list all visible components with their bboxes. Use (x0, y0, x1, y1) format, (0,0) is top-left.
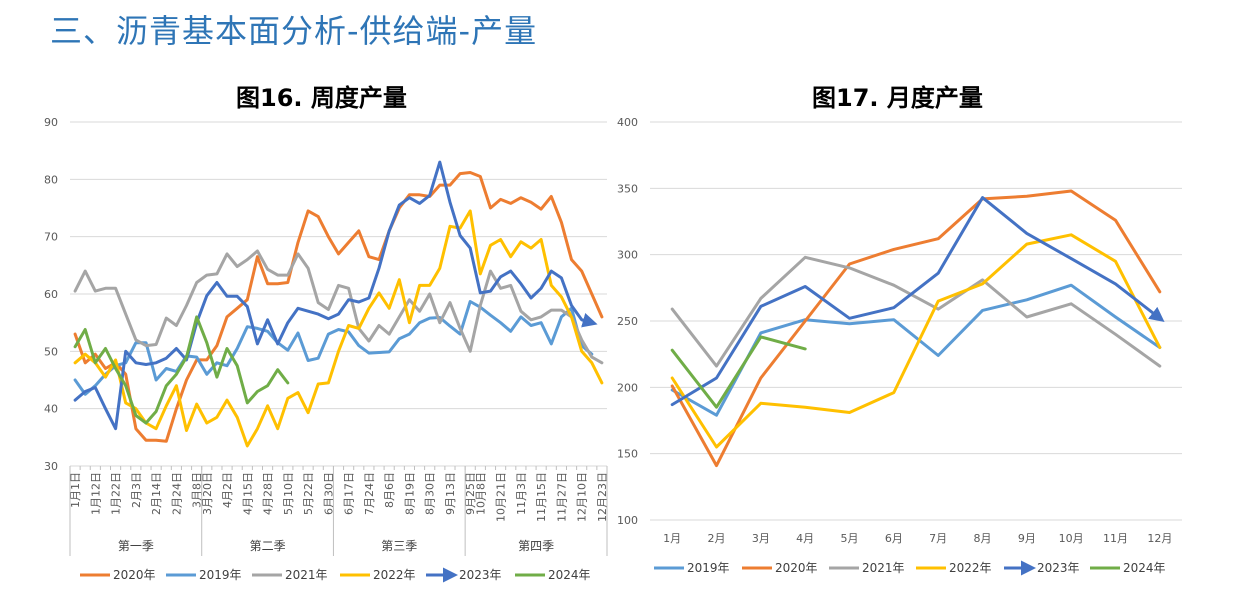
c17-series-line-2022年 (670, 233, 1162, 449)
c16-legend-label: 2023年 (459, 568, 502, 582)
c16-xtick-label: 3月20日 (201, 472, 214, 515)
c16-xtick-label: 12月23日 (596, 472, 609, 522)
c16-quarter-label: 第二季 (250, 539, 286, 553)
c17-xtick-label: 9月 (1018, 532, 1036, 545)
c16-xtick-label: 5月10日 (282, 472, 295, 515)
c16-ytick-label: 70 (44, 231, 58, 244)
c16-series-line-2021年 (73, 249, 604, 365)
c16-legend-label: 2024年 (548, 568, 591, 582)
c16-series-line-2023年 (73, 160, 598, 431)
c16-xtick-label: 11月3日 (515, 472, 528, 515)
c16-xtick-label: 1月22日 (110, 472, 123, 515)
c16-xtick-label: 9月13日 (444, 472, 457, 515)
c16-xtick-label: 4月2日 (221, 472, 234, 508)
c17-ytick-label: 200 (617, 381, 638, 394)
c16-xtick-label: 6月17日 (343, 472, 356, 515)
c17-ytick-label: 250 (617, 315, 638, 328)
c16-xtick-label: 8月6日 (383, 472, 396, 508)
c16-xtick-label: 11月15日 (535, 472, 548, 522)
c16-ytick-label: 90 (44, 116, 58, 129)
c17-xtick-label: 12月 (1147, 532, 1172, 545)
c16-ytick-label: 60 (44, 288, 58, 301)
c17-legend-label: 2020年 (775, 561, 818, 575)
c16-xtick-label: 5月22日 (302, 472, 315, 515)
chart17-title: 图17. 月度产量 (812, 84, 983, 112)
c17-xtick-label: 8月 (974, 532, 992, 545)
c16-xtick-label: 2月14日 (150, 472, 163, 515)
c17-ytick-label: 100 (617, 514, 638, 527)
c16-xtick-label: 1月12日 (89, 472, 102, 515)
c16-legend-label: 2020年 (113, 568, 156, 582)
c17-legend-label: 2019年 (687, 561, 730, 575)
c16-xtick-label: 11月27日 (555, 472, 568, 522)
c16-xtick-label: 12月10日 (576, 472, 589, 522)
c16-quarter-label: 第四季 (518, 539, 554, 553)
c17-ytick-label: 400 (617, 116, 638, 129)
c17-series-line-2023年 (670, 196, 1165, 407)
c17-xtick-label: 10月 (1059, 532, 1084, 545)
c17-xtick-label: 6月 (885, 532, 903, 545)
c16-quarter-label: 第三季 (381, 539, 417, 553)
c16-legend-label: 2021年 (285, 568, 328, 582)
c16-ytick-label: 50 (44, 345, 58, 358)
chart16-title: 图16. 周度产量 (236, 84, 407, 112)
c16-series-line-2019年 (73, 300, 594, 396)
c16-ytick-label: 40 (44, 403, 58, 416)
c16-legend-label: 2019年 (199, 568, 242, 582)
c16-series-line-2022年 (73, 209, 604, 448)
c16-quarter-label: 第一季 (118, 539, 154, 553)
c17-xtick-label: 1月 (663, 532, 681, 545)
c16-ytick-label: 80 (44, 173, 58, 186)
c16-xtick-label: 7月24日 (363, 472, 376, 515)
c16-series-line-2020年 (73, 171, 604, 443)
c17-xtick-label: 11月 (1103, 532, 1128, 545)
c17-legend-label: 2022年 (949, 561, 992, 575)
c17-series-line-2021年 (670, 255, 1162, 368)
c16-xtick-label: 10月8日 (474, 472, 487, 515)
c17-ytick-label: 150 (617, 448, 638, 461)
c17-series-line-2020年 (670, 189, 1162, 468)
c17-legend-label: 2023年 (1037, 561, 1080, 575)
c16-series-line-2024年 (73, 315, 290, 425)
c17-xtick-label: 3月 (752, 532, 770, 545)
c16-xtick-label: 2月3日 (130, 472, 143, 508)
c16-xtick-label: 1月1日 (69, 472, 82, 508)
c16-ytick-label: 30 (44, 460, 58, 473)
c17-xtick-label: 5月 (841, 532, 859, 545)
c17-xtick-label: 4月 (796, 532, 814, 545)
c16-xtick-label: 8月19日 (403, 472, 416, 515)
c16-legend-label: 2022年 (373, 568, 416, 582)
c16-xtick-label: 4月15日 (241, 472, 254, 515)
c17-ytick-label: 300 (617, 249, 638, 262)
c16-xtick-label: 9月25日 (464, 472, 477, 515)
c17-series-line-2024年 (670, 335, 807, 409)
c17-legend-label: 2024年 (1123, 561, 1166, 575)
c16-xtick-label: 8月30日 (424, 472, 437, 515)
c17-legend-label: 2021年 (862, 561, 905, 575)
c17-xtick-label: 2月 (708, 532, 726, 545)
c16-xtick-label: 6月30日 (322, 472, 335, 515)
c16-xtick-label: 4月28日 (262, 472, 275, 515)
c16-xtick-label: 10月21日 (495, 472, 508, 522)
c17-ytick-label: 350 (617, 182, 638, 195)
page-title: 三、沥青基本面分析-供给端-产量 (50, 12, 538, 50)
c16-xtick-label: 3月8日 (191, 472, 204, 508)
c17-xtick-label: 7月 (929, 532, 947, 545)
c16-xtick-label: 2月24日 (170, 472, 183, 515)
